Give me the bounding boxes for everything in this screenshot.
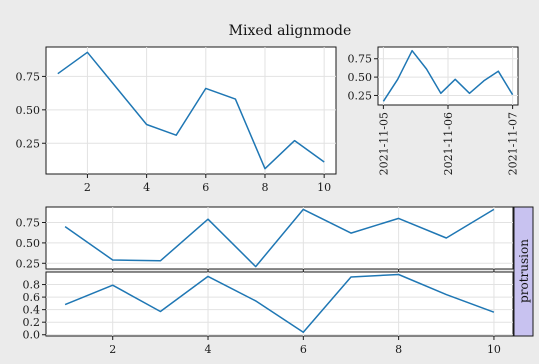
x-tick-label: 2 [109, 343, 116, 356]
y-tick-label: 0.4 [23, 304, 41, 317]
y-tick-label: 0.0 [23, 329, 41, 342]
x-tick-label: 2021-11-06 [442, 112, 455, 175]
y-tick-label: 0.25 [16, 257, 41, 270]
y-tick-label: 0.8 [23, 279, 41, 292]
x-tick-label: 4 [205, 343, 212, 356]
y-tick-label: 0.25 [16, 137, 41, 150]
x-tick-label: 10 [317, 181, 331, 194]
y-tick-label: 0.25 [348, 89, 373, 102]
y-tick-label: 0.75 [16, 217, 41, 230]
panel-top-right: 0.25 0.50 0.75 2021-11-05 2021-11-06 2021-11-… [348, 46, 520, 175]
panel-bottom-upper: 0.25 0.50 0.75 [16, 206, 514, 273]
series-line [382, 49, 514, 102]
figure-title: Mixed alignmode [229, 23, 352, 39]
protrusion-strip-box [513, 206, 534, 337]
series-line [64, 273, 495, 333]
x-tick-label: 8 [395, 343, 402, 356]
protrusion-strip-label: protrusion [517, 239, 531, 303]
panel-bottom-lower: 0.00.20.40.60.8 2 4 6 8 10 [23, 271, 514, 356]
y-tick-label: 0.75 [16, 70, 41, 83]
panel-top-left: 0.25 0.50 0.75 2 4 6 8 10 [16, 46, 337, 194]
series-line [64, 208, 495, 268]
x-tick-label: 2 [84, 181, 91, 194]
y-tick-label: 0.75 [348, 53, 373, 66]
y-tick-label: 0.50 [16, 237, 41, 250]
x-tick-label: 4 [143, 181, 150, 194]
y-tick-label: 0.50 [348, 71, 373, 84]
x-tick-label: 2021-11-07 [507, 112, 520, 175]
y-tick-label: 0.2 [23, 316, 41, 329]
protrusion-strip: protrusion [513, 206, 534, 337]
plot-area [45, 271, 514, 337]
series-line [57, 51, 325, 170]
x-tick-label: 6 [202, 181, 209, 194]
y-tick-label: 0.50 [16, 104, 41, 117]
x-tick-label: 2021-11-05 [377, 112, 390, 175]
x-tick-label: 10 [487, 343, 501, 356]
x-tick-label: 6 [300, 343, 307, 356]
x-tick-label: 8 [261, 181, 268, 194]
y-tick-label: 0.6 [23, 291, 41, 304]
